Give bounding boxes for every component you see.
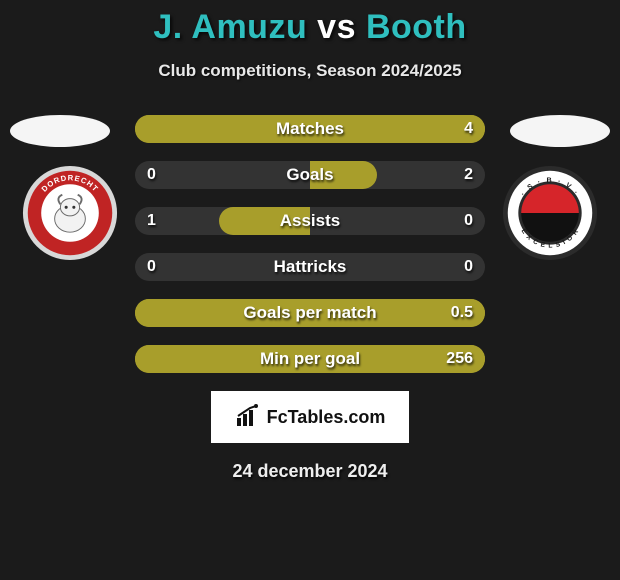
stat-fill-right <box>310 115 485 143</box>
infographic-container: J. Amuzu vs Booth Club competitions, Sea… <box>0 0 620 482</box>
stat-fill-left <box>135 345 310 373</box>
stat-bar-left <box>135 253 310 281</box>
stat-bar-right <box>310 253 485 281</box>
stat-bar-left <box>135 299 310 327</box>
stat-row: Goals02 <box>135 161 485 189</box>
stat-row: Min per goal256 <box>135 345 485 373</box>
fctables-logo-icon <box>235 404 261 430</box>
stat-bar-left <box>135 161 310 189</box>
subtitle: Club competitions, Season 2024/2025 <box>0 61 620 81</box>
title-vs: vs <box>317 8 356 46</box>
right-ellipse-decor <box>510 115 610 147</box>
stat-row: Goals per match0.5 <box>135 299 485 327</box>
source-text: FcTables.com <box>267 407 386 428</box>
stat-bar-right <box>310 345 485 373</box>
stat-bar-left <box>135 345 310 373</box>
stat-bar-right <box>310 161 485 189</box>
stat-fill-right <box>310 345 485 373</box>
left-ellipse-decor <box>10 115 110 147</box>
date-text: 24 december 2024 <box>0 461 620 482</box>
stat-row: Hattricks00 <box>135 253 485 281</box>
stat-fill-left <box>135 299 310 327</box>
title-player1: J. Amuzu <box>153 8 307 46</box>
stat-bar-left <box>135 207 310 235</box>
left-club-crest: DORDRECHT <box>22 165 118 261</box>
stat-fill-left <box>135 115 310 143</box>
stat-row: Matches4 <box>135 115 485 143</box>
stat-bar-left <box>135 115 310 143</box>
title-player2: Booth <box>366 8 467 46</box>
stat-fill-left <box>219 207 310 235</box>
stat-fill-right <box>310 299 485 327</box>
right-club-crest: · S · B · V · E X C E L S I O R <box>502 165 598 261</box>
stat-bar-right <box>310 207 485 235</box>
page-title: J. Amuzu vs Booth <box>0 8 620 47</box>
comparison-area: DORDRECHT · S · B · V · <box>0 115 620 373</box>
stat-bar-right <box>310 115 485 143</box>
stat-row: Assists10 <box>135 207 485 235</box>
stat-bar-right <box>310 299 485 327</box>
dordrecht-crest-icon: DORDRECHT <box>22 165 118 261</box>
stat-fill-right <box>310 161 377 189</box>
excelsior-crest-icon: · S · B · V · E X C E L S I O R <box>502 165 598 261</box>
stats-bars: Matches4 Goals02 Assists10 Hattricks00 Goals… <box>135 115 485 373</box>
source-badge: FcTables.com <box>211 391 409 443</box>
